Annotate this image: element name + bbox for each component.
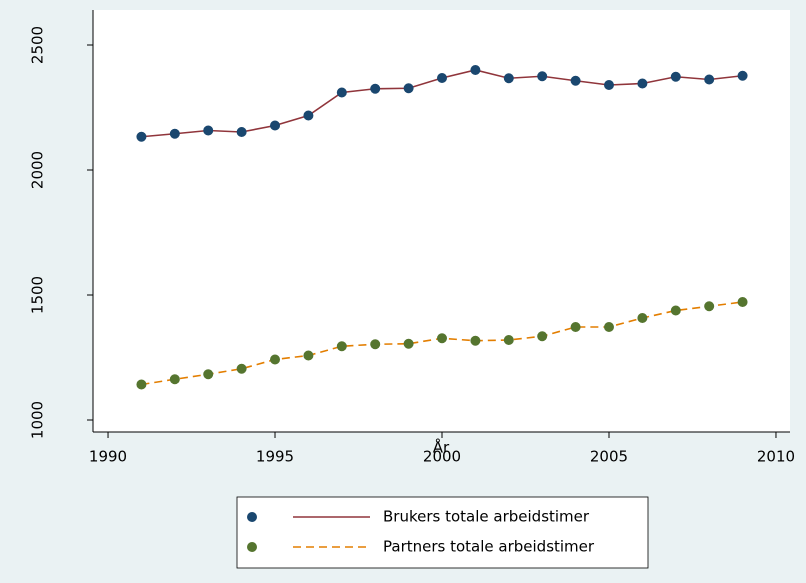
point [637, 313, 648, 323]
y-tick-label: 2000 [29, 151, 47, 189]
point [270, 354, 281, 365]
point [670, 71, 681, 82]
point [437, 73, 448, 83]
point [670, 305, 681, 316]
legend-marker [247, 512, 257, 522]
point [470, 65, 481, 75]
x-axis-label: År [433, 438, 450, 457]
x-tick-label: 2005 [590, 448, 628, 466]
point [403, 338, 414, 349]
x-tick-label: 2010 [757, 448, 795, 466]
legend [236, 496, 649, 569]
legend-label: Partners totale arbeidstimer [383, 538, 595, 556]
point [503, 335, 514, 345]
point [370, 339, 381, 350]
y-tick-label: 2500 [29, 26, 47, 64]
x-tick-label: 1995 [256, 448, 294, 466]
point [570, 75, 581, 86]
point [136, 379, 147, 390]
point [403, 83, 414, 94]
point [503, 73, 514, 84]
point [637, 78, 648, 89]
point [236, 363, 247, 374]
point [570, 322, 581, 332]
point [437, 333, 448, 344]
point [303, 350, 314, 361]
legend-marker [247, 542, 257, 552]
point [603, 322, 614, 332]
point [704, 74, 715, 85]
x-tick-label: 1990 [89, 448, 127, 466]
point [370, 83, 381, 94]
point [169, 374, 180, 385]
point [236, 127, 247, 137]
point [737, 297, 748, 307]
point [336, 87, 347, 98]
legend-label: Brukers totale arbeidstimer [383, 508, 590, 526]
point [136, 131, 147, 142]
y-tick-label: 1000 [29, 401, 47, 439]
y-tick-label: 1500 [29, 276, 47, 314]
point [169, 128, 180, 139]
x-tick-label: 2000 [423, 448, 461, 466]
point [603, 80, 614, 90]
point [203, 125, 214, 136]
point [270, 120, 281, 131]
point [336, 341, 347, 352]
point [303, 110, 314, 121]
point [537, 331, 548, 342]
point [737, 70, 748, 81]
point [470, 335, 481, 346]
point [704, 301, 715, 312]
point [537, 71, 548, 82]
point [203, 369, 214, 380]
